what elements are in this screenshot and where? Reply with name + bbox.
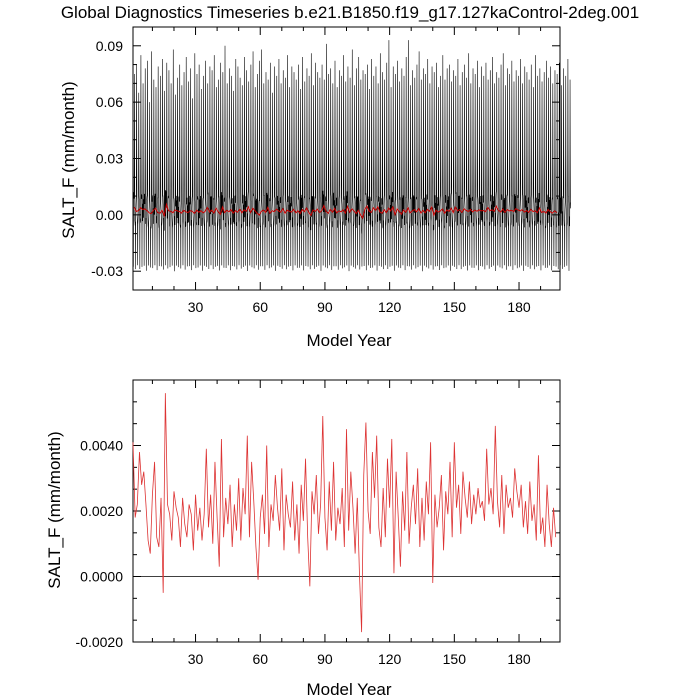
bottom-panel: Model Year SALT_F (mm/month) 30 60 90 120 15… [45,379,561,699]
x-tick-label: 120 [378,651,402,667]
bottom-xlabel: Model Year [306,680,391,699]
y-tick-label: 0.0020 [80,503,123,519]
x-tick-label: 90 [317,299,333,315]
x-tick-label: 30 [188,651,204,667]
plot-frame [132,379,561,643]
series-line [133,202,558,220]
x-tick-label: 150 [443,299,467,315]
top-ylabel: SALT_F (mm/month) [59,81,78,238]
y-tick-label: 0.06 [96,94,123,110]
top-panel: Model Year SALT_F (mm/month) 30 60 90 120 15… [59,26,571,350]
x-tick-label: 120 [378,299,402,315]
y-tick-label: -0.0020 [76,634,124,650]
x-tick-label: 180 [507,299,531,315]
x-tick-label: 30 [188,299,204,315]
series-line [132,40,571,272]
series-line [132,393,557,633]
x-tick-label: 150 [443,651,467,667]
y-tick-label: 0.09 [96,38,123,54]
x-tick-label: 90 [317,651,333,667]
x-tick-label: 60 [252,651,268,667]
figure-title: Global Diagnostics Timeseries b.e21.B185… [61,3,639,22]
y-tick-label: 0.00 [96,207,123,223]
y-tick-label: 0.03 [96,151,123,167]
x-tick-label: 180 [507,651,531,667]
bottom-ylabel: SALT_F (mm/month) [45,431,64,588]
y-tick-label: -0.03 [91,263,123,279]
y-tick-label: 0.0000 [80,569,123,585]
x-tick-label: 60 [252,299,268,315]
y-tick-label: 0.0040 [80,438,123,454]
top-xlabel: Model Year [306,331,391,350]
